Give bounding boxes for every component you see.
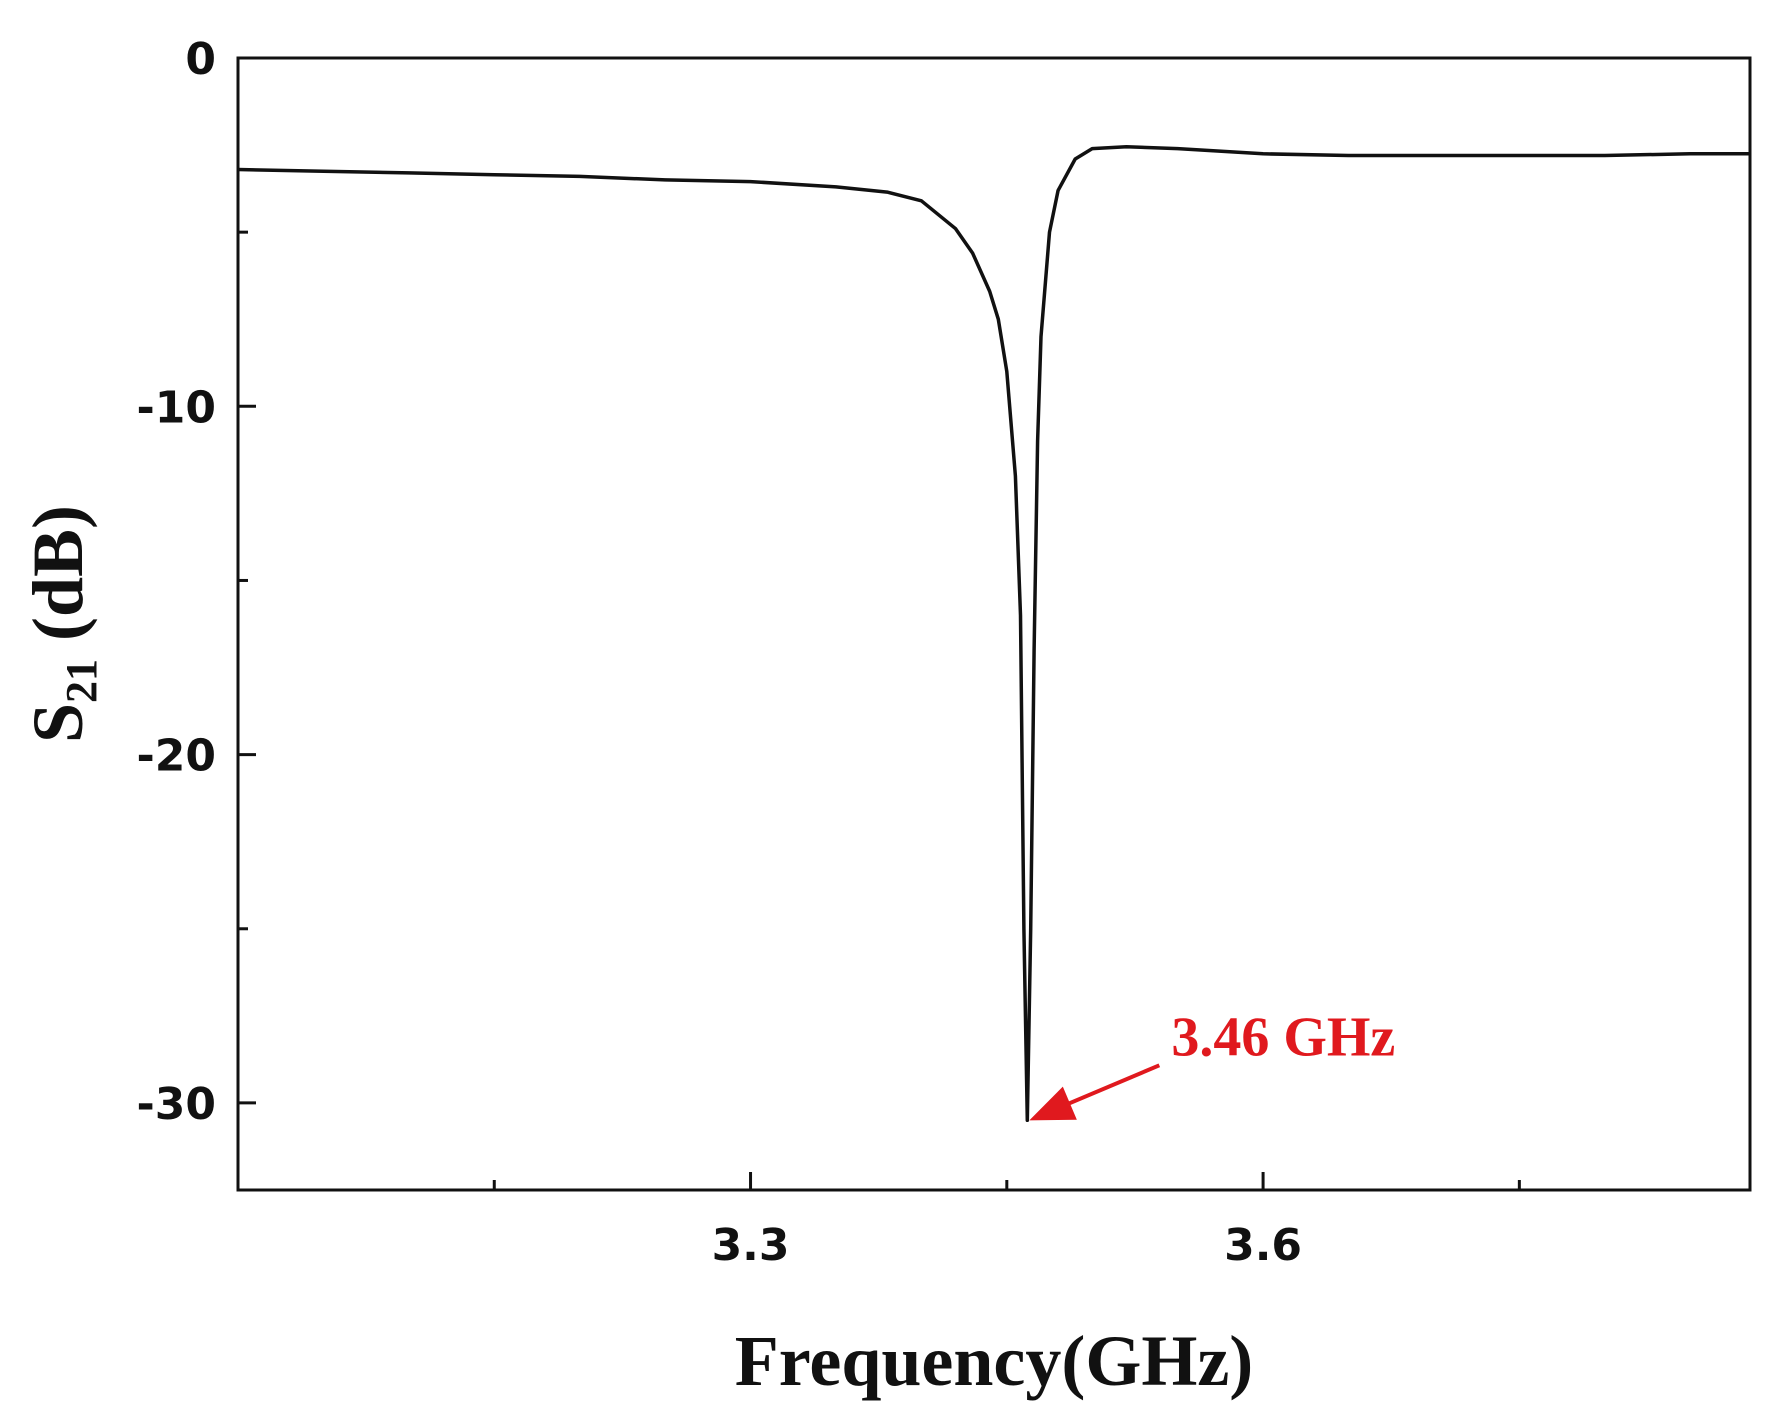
y-axis-title-subscript: 21: [57, 659, 106, 703]
y-tick-label: 0: [185, 34, 216, 85]
axis-ticks: 3.3 3.6 0 -10 -20 -30: [137, 34, 1521, 1271]
x-tick-label: 3.3: [712, 1220, 790, 1271]
y-tick-label: -10: [137, 382, 217, 433]
y-axis-title-unit: (dB): [18, 505, 98, 659]
annotation-layer: 3.46 GHz: [1029, 1006, 1395, 1121]
series-layer: [237, 145, 1750, 1123]
annotation-label: 3.46 GHz: [1171, 1006, 1395, 1068]
x-tick-label: 3.6: [1224, 1220, 1302, 1271]
series-line: [237, 145, 1750, 1123]
plot-frame: [236, 56, 1752, 1192]
y-axis-title-base: S: [18, 703, 98, 743]
x-axis-title: Frequency(GHz): [735, 1321, 1254, 1401]
y-tick-label: -30: [137, 1079, 217, 1130]
y-axis-title: S21 (dB): [18, 505, 106, 743]
y-tick-label: -20: [137, 731, 217, 782]
annotation-arrow-head: [1029, 1086, 1077, 1121]
